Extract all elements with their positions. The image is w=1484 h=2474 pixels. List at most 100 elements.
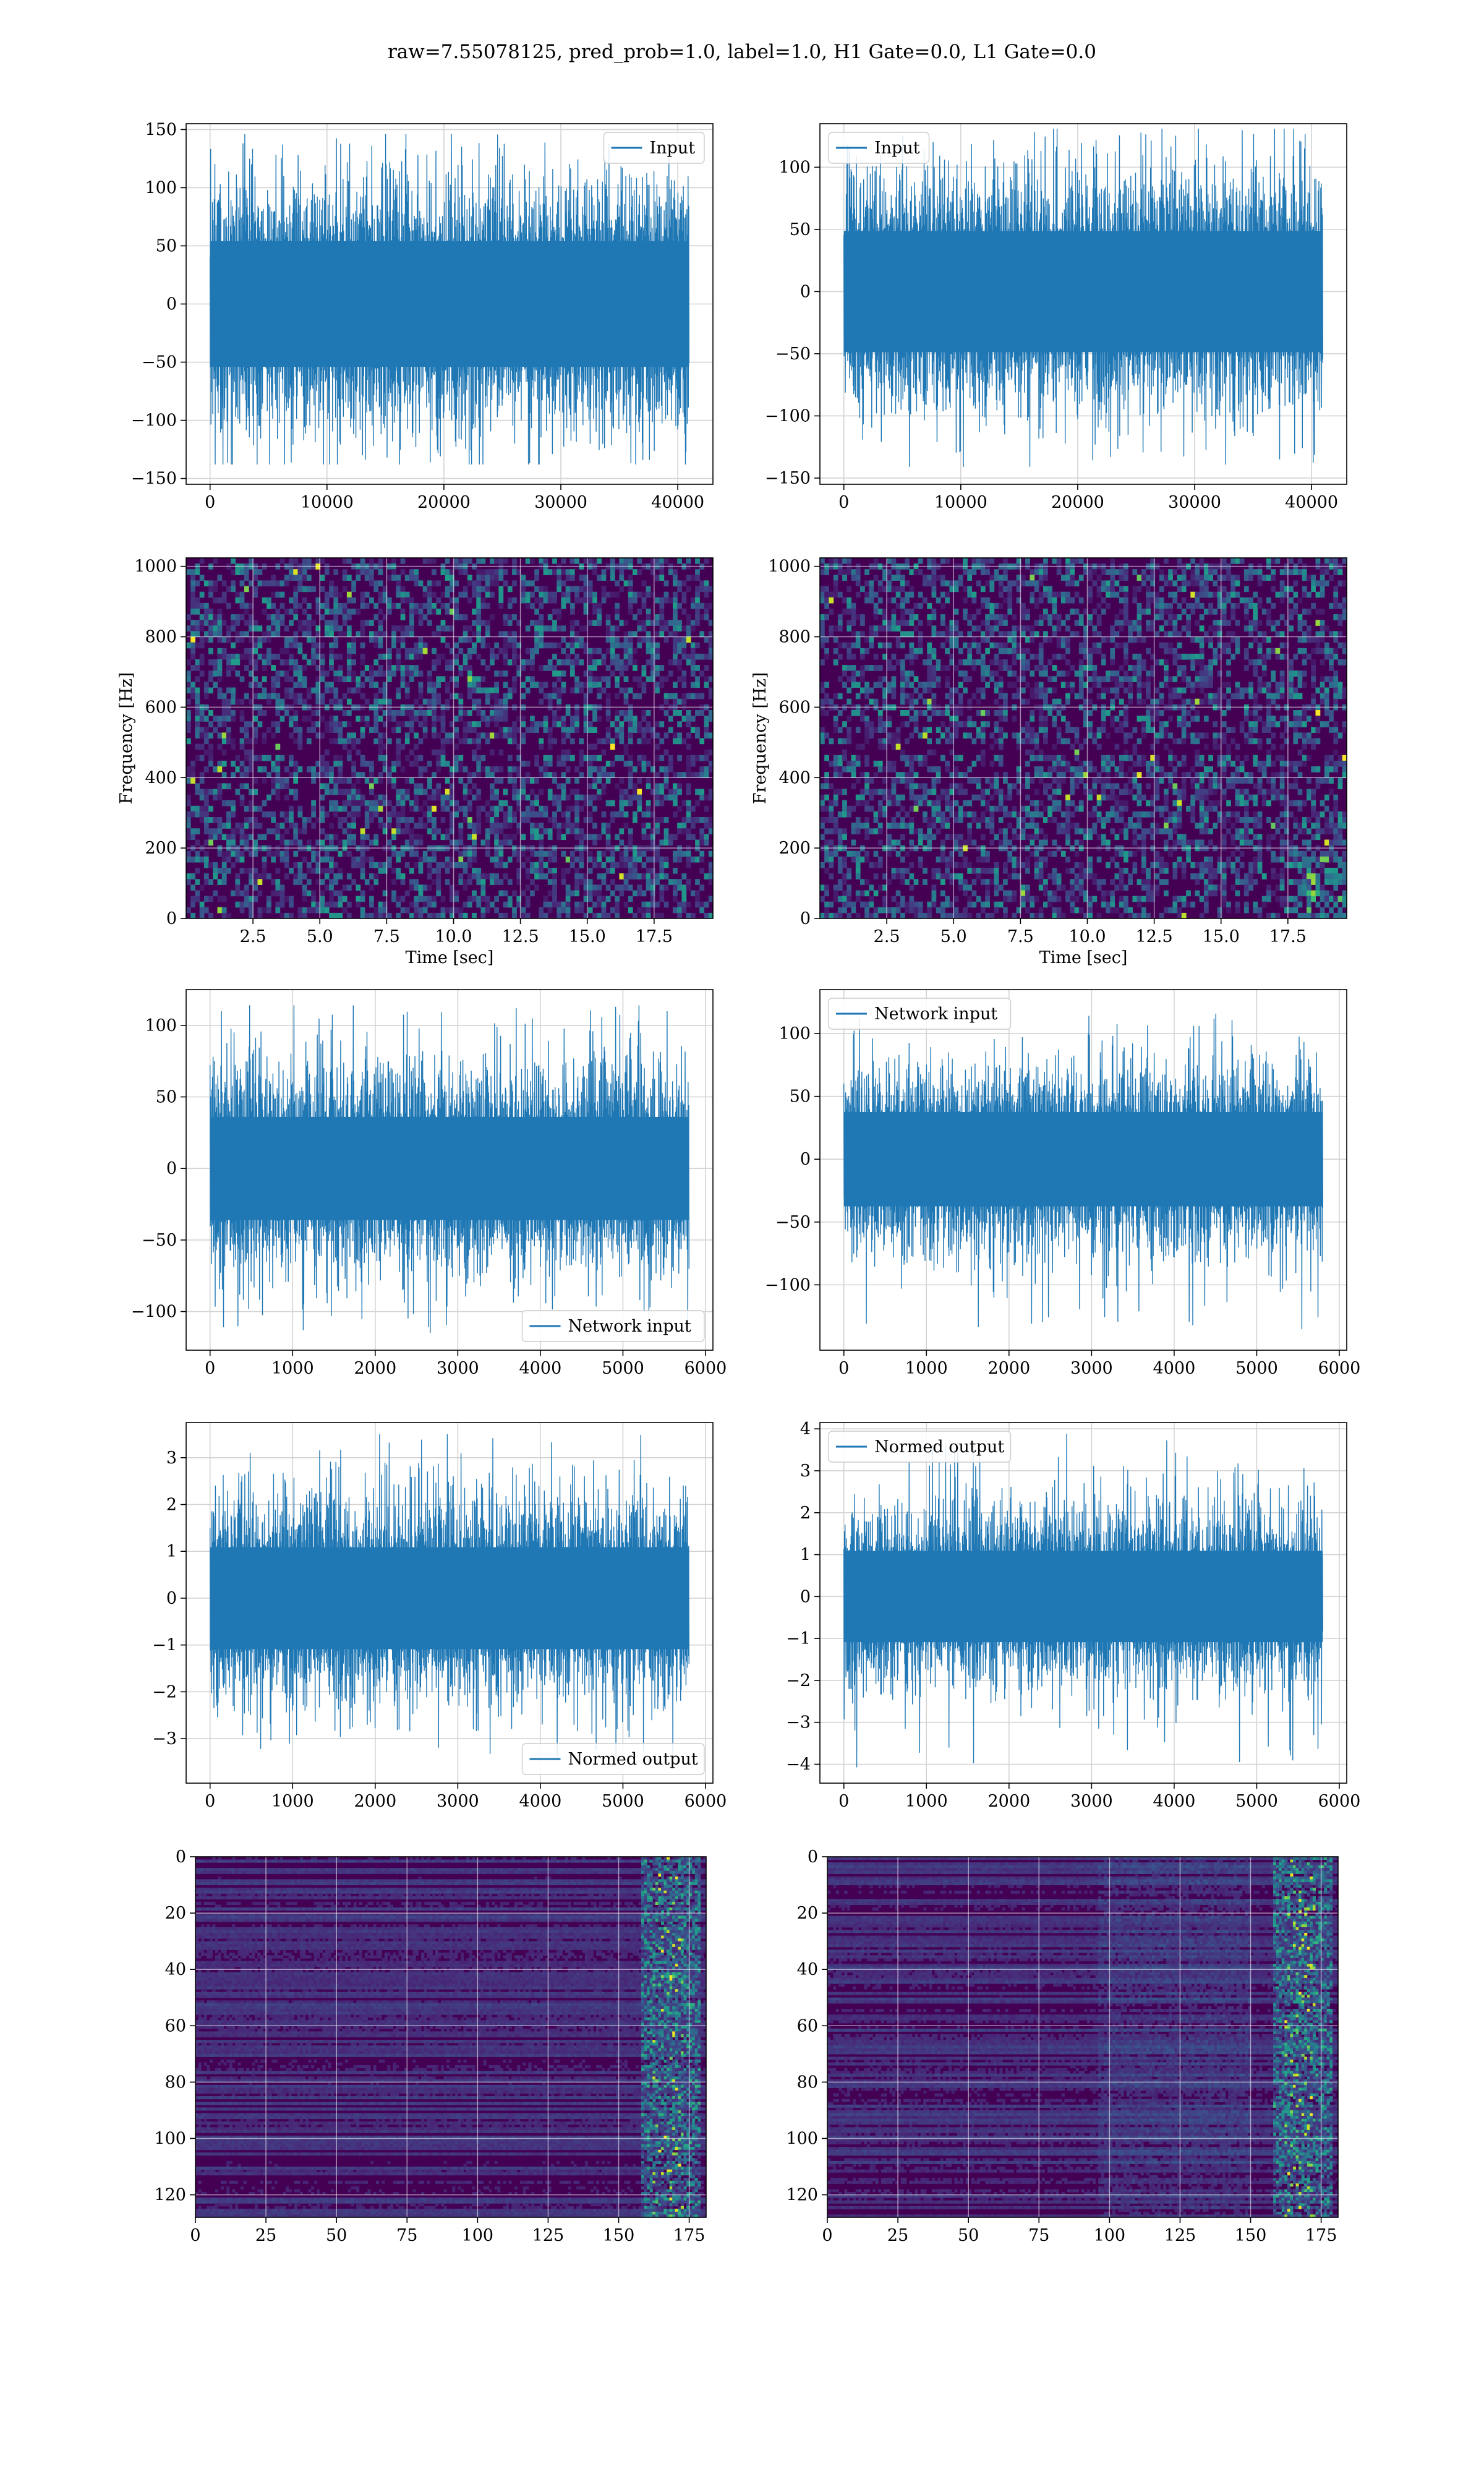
heatmap-cell [423, 857, 428, 863]
y-tick-label: 50 [790, 220, 811, 239]
heatmap-cell [494, 907, 499, 914]
heatmap-cell [445, 907, 450, 914]
heatmap-cell [588, 800, 593, 807]
heatmap-cell [677, 828, 682, 834]
heatmap-cell [387, 857, 392, 863]
heatmap-cell [302, 558, 307, 564]
heatmap-cell [597, 873, 602, 880]
heatmap-cell [293, 834, 298, 840]
heatmap-cell [592, 857, 597, 863]
heatmap-cell [373, 873, 378, 880]
heatmap-cell [454, 732, 459, 738]
heatmap-cell [498, 806, 503, 812]
heatmap-cell [200, 907, 205, 914]
heatmap-cell [704, 721, 709, 727]
heatmap-cell [606, 884, 611, 891]
heatmap-cell [419, 609, 424, 615]
heatmap-cell [222, 592, 227, 598]
heatmap-cell [508, 586, 513, 593]
heatmap-cell [427, 597, 432, 604]
heatmap-cell [271, 789, 276, 795]
heatmap-cell [548, 665, 553, 671]
heatmap-cell [235, 857, 240, 863]
heatmap-cell [436, 913, 441, 919]
heatmap-cell [293, 699, 298, 705]
heatmap-cell [280, 580, 285, 586]
heatmap-cell [213, 868, 218, 874]
heatmap-cell [436, 891, 441, 897]
heatmap-cell [401, 631, 406, 637]
heatmap-cell [195, 744, 200, 750]
heatmap-cell [405, 665, 410, 671]
heatmap-cell [530, 851, 535, 857]
heatmap-cell [325, 682, 330, 688]
heatmap-cell [476, 766, 481, 773]
heatmap-cell [226, 603, 231, 609]
heatmap-cell [262, 580, 267, 586]
heatmap-cell [405, 828, 410, 834]
heatmap-cell [369, 884, 374, 891]
heatmap-cell [280, 913, 285, 919]
heatmap-cell [633, 569, 638, 575]
heatmap-cell [231, 738, 236, 745]
heatmap-cell [458, 637, 463, 643]
heatmap-cell [226, 913, 231, 919]
heatmap-cell [262, 732, 267, 738]
heatmap-cell [253, 851, 258, 857]
heatmap-cell [592, 744, 597, 750]
heatmap-cell [289, 721, 294, 727]
heatmap-cell [226, 800, 231, 807]
heatmap-cell [432, 834, 437, 840]
heatmap-cell [659, 631, 664, 637]
heatmap-cell [445, 806, 450, 812]
heatmap-cell [526, 625, 531, 631]
heatmap-cell [606, 868, 611, 874]
heatmap-cell [293, 721, 298, 727]
heatmap-cell [347, 670, 352, 677]
heatmap-cell [302, 665, 307, 671]
heatmap-cell [311, 857, 316, 863]
heatmap-cell [548, 569, 553, 575]
heatmap-cell [347, 789, 352, 795]
heatmap-cell [454, 654, 459, 660]
heatmap-cell [521, 693, 526, 700]
heatmap-cell [231, 586, 236, 593]
heatmap-cell [552, 670, 557, 677]
heatmap-cell [432, 772, 437, 778]
heatmap-cell [275, 631, 280, 637]
heatmap-cell [686, 817, 691, 823]
heatmap-cell [329, 654, 334, 660]
heatmap-cell [338, 732, 343, 738]
heatmap-cell [642, 761, 647, 767]
heatmap-cell [579, 828, 584, 834]
heatmap-cell [218, 575, 223, 581]
heatmap-cell [275, 710, 280, 716]
heatmap-cell [695, 620, 700, 626]
heatmap-cell [343, 609, 348, 615]
heatmap-cell [490, 828, 495, 834]
heatmap-cell [333, 727, 338, 733]
heatmap-cell [378, 670, 383, 677]
heatmap-cell [521, 592, 526, 598]
heatmap-cell [570, 609, 575, 615]
heatmap-cell [592, 806, 597, 812]
heatmap-cell [472, 586, 477, 593]
heatmap-cell [222, 654, 227, 660]
heatmap-cell [190, 620, 195, 626]
heatmap-cell [476, 575, 481, 581]
heatmap-cell [699, 654, 704, 660]
heatmap-cell [526, 580, 531, 586]
heatmap-cell [628, 772, 633, 778]
heatmap-cell [427, 828, 432, 834]
heatmap-cell [351, 811, 356, 818]
heatmap-cell [311, 806, 316, 812]
heatmap-cell [432, 732, 437, 738]
heatmap-cell [704, 614, 709, 620]
heatmap-cell [615, 727, 620, 733]
heatmap-cell [200, 857, 205, 863]
heatmap-cell [208, 592, 213, 598]
heatmap-cell [222, 637, 227, 643]
heatmap-cell [391, 665, 396, 671]
heatmap-cell [624, 800, 629, 807]
heatmap-cell [253, 738, 258, 745]
